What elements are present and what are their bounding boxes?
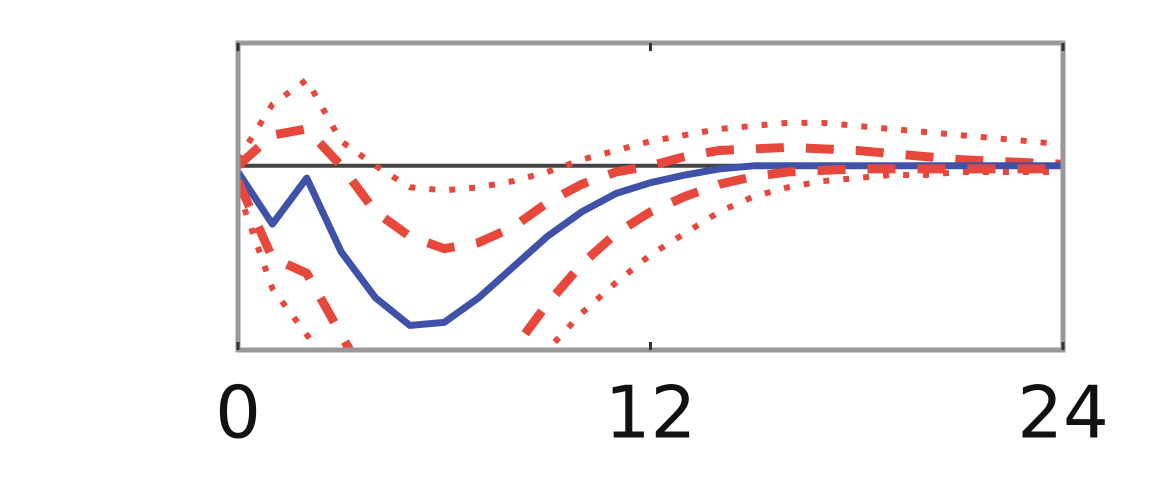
x-tick-label: 24 bbox=[1017, 371, 1109, 455]
series-line bbox=[238, 168, 1063, 350]
series-line bbox=[238, 124, 1063, 254]
x-tick-label: 0 bbox=[215, 371, 261, 455]
series-line bbox=[238, 164, 1063, 350]
x-tick-label: 12 bbox=[605, 371, 697, 455]
plot-area bbox=[238, 76, 1063, 350]
series-line bbox=[238, 76, 1063, 194]
